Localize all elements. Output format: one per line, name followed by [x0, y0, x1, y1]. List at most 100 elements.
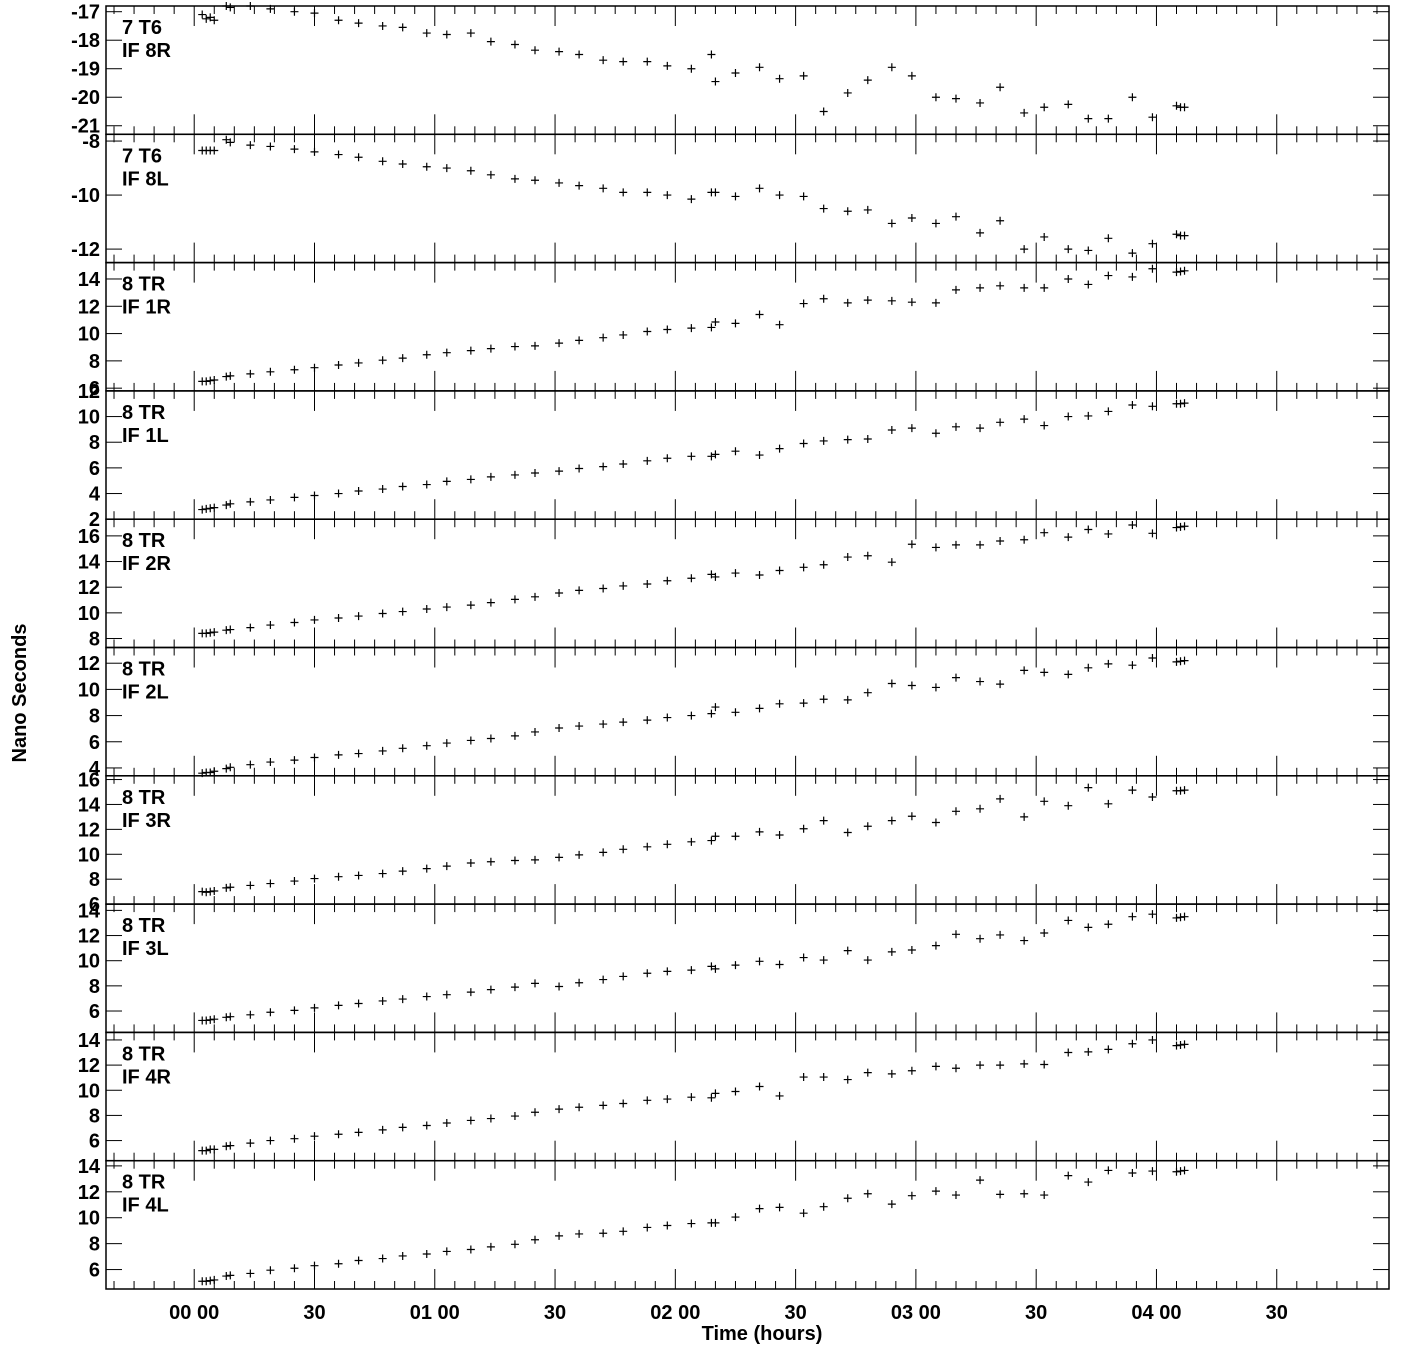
data-point: [775, 830, 784, 839]
data-point: [378, 869, 387, 878]
data-point: [1148, 264, 1157, 273]
data-point: [310, 1261, 319, 1270]
data-point: [1020, 415, 1029, 424]
data-point: [202, 888, 211, 897]
data-point: [422, 1121, 431, 1130]
data-point: [398, 23, 407, 32]
data-point: [599, 584, 608, 593]
y-tick-label: 8: [89, 351, 100, 373]
data-point: [466, 1116, 475, 1125]
panel-baseline-label: 8 TR: [122, 1172, 166, 1194]
data-point: [799, 699, 808, 708]
data-point: [775, 1091, 784, 1100]
data-point: [996, 418, 1005, 427]
data-point: [442, 1118, 451, 1127]
data-point: [707, 1093, 716, 1102]
y-tick-label: 12: [78, 653, 100, 675]
y-tick-label: 8: [89, 432, 100, 454]
data-point: [755, 1082, 764, 1091]
data-point: [202, 1277, 211, 1286]
data-point: [887, 679, 896, 688]
data-point: [575, 978, 584, 987]
data-point: [643, 57, 652, 66]
data-point: [775, 566, 784, 575]
data-point: [687, 195, 696, 204]
data-point: [210, 375, 219, 384]
data-point: [1176, 657, 1185, 666]
data-point: [663, 191, 672, 200]
data-point: [1084, 663, 1093, 672]
data-point: [863, 551, 872, 560]
data-point: [707, 50, 716, 59]
data-point: [843, 946, 852, 955]
data-point: [1040, 232, 1049, 241]
data-point: [907, 298, 916, 307]
data-point: [575, 1103, 584, 1112]
data-point: [510, 470, 519, 479]
data-point: [1020, 108, 1029, 117]
data-point: [619, 718, 628, 727]
data-point: [619, 330, 628, 339]
y-tick-label: -20: [71, 87, 100, 109]
data-point: [707, 323, 716, 332]
data-point: [1148, 529, 1157, 538]
y-tick-label: -12: [71, 239, 100, 261]
data-point: [206, 1015, 215, 1024]
data-point: [887, 1069, 896, 1078]
y-tick-label: 6: [89, 1260, 100, 1282]
data-point: [575, 50, 584, 59]
data-point: [951, 807, 960, 816]
data-point: [1148, 1167, 1157, 1176]
data-point: [931, 1062, 940, 1071]
data-point: [290, 145, 299, 154]
data-point: [863, 435, 872, 444]
data-point: [1040, 103, 1049, 112]
y-tick-label: 10: [78, 324, 100, 346]
data-point: [643, 188, 652, 197]
data-point: [422, 29, 431, 38]
panel-frame: [105, 133, 1390, 264]
data-point: [1084, 1047, 1093, 1056]
data-point: [976, 283, 985, 292]
data-point: [1064, 533, 1073, 542]
data-point: [222, 2, 231, 10]
y-tick-label: 6: [89, 378, 100, 400]
data-point: [1040, 421, 1049, 430]
data-point: [687, 64, 696, 73]
data-point: [1064, 245, 1073, 254]
data-point: [1104, 114, 1113, 123]
data-point: [510, 174, 519, 183]
data-point: [619, 972, 628, 981]
data-point: [931, 683, 940, 692]
data-point: [354, 1128, 363, 1137]
panel-if-label: IF 3R: [122, 810, 171, 832]
data-point: [334, 360, 343, 369]
data-point: [531, 469, 540, 478]
data-point: [206, 504, 215, 513]
x-tick-label: 30: [1025, 1302, 1047, 1324]
data-point: [755, 957, 764, 966]
x-tick-labels: 00 00 30 01 00 30 02 00 30 03 00 30 04 00 30: [169, 1302, 1288, 1324]
data-point: [210, 767, 219, 776]
data-point: [354, 749, 363, 758]
data-point: [575, 850, 584, 859]
data-point: [555, 339, 564, 348]
data-point: [398, 867, 407, 876]
data-point: [310, 1003, 319, 1012]
panel-baseline-label: 8 TR: [122, 530, 166, 552]
data-point: [531, 46, 540, 55]
data-point: [510, 342, 519, 351]
data-point: [687, 966, 696, 975]
data-point: [819, 1073, 828, 1082]
data-point: [1128, 1169, 1137, 1178]
data-point: [246, 141, 255, 150]
data-point: [226, 1012, 235, 1021]
data-point: [334, 1001, 343, 1010]
data-point: [210, 887, 219, 896]
data-point: [619, 460, 628, 469]
data-point: [775, 960, 784, 969]
data-point: [202, 14, 211, 23]
data-point: [222, 1142, 231, 1151]
